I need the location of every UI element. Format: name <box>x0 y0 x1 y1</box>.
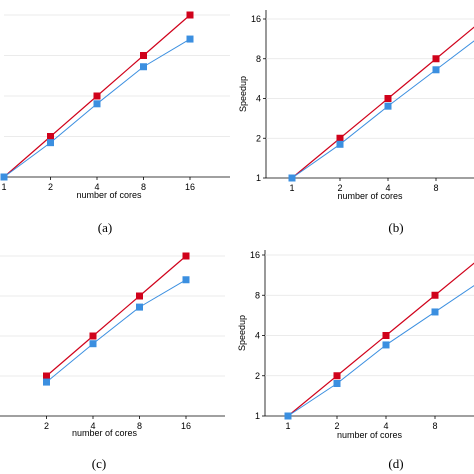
data-point-red <box>47 133 54 140</box>
data-point-red <box>336 134 344 142</box>
y-tick-label: 16 <box>251 14 261 24</box>
y-tick-label: 4 <box>256 94 261 104</box>
x-tick-label: 2 <box>337 183 342 193</box>
data-point-blue <box>43 378 50 386</box>
data-point-blue <box>93 100 101 108</box>
data-point-red <box>432 55 440 63</box>
x-tick-label: 1 <box>289 183 294 193</box>
y-axis-label: Speedup <box>237 315 247 351</box>
data-point-blue <box>140 63 147 71</box>
data-point-red <box>431 291 439 299</box>
x-axis-label: number of cores <box>72 428 138 438</box>
x-tick-label: 4 <box>94 182 99 192</box>
x-tick-label: 1 <box>285 421 290 431</box>
data-point-red <box>382 332 390 339</box>
y-axis-label: Speedup <box>238 76 248 112</box>
data-point-blue <box>182 276 190 284</box>
series-line-red <box>287 262 474 417</box>
series-line-blue <box>287 285 474 417</box>
x-tick-label: 4 <box>90 421 95 431</box>
y-tick-label: 2 <box>255 371 260 381</box>
y-tick-label: 8 <box>256 54 261 64</box>
x-tick-label: 16 <box>185 182 195 192</box>
chart-panel-a: 1 2 4 8 16 number of cores <box>0 11 230 200</box>
data-point-red <box>140 52 147 59</box>
series-line-blue <box>291 40 474 179</box>
data-point-blue <box>431 308 439 316</box>
data-point-blue <box>288 174 296 182</box>
data-point-blue <box>136 303 143 311</box>
x-tick-label: 8 <box>432 421 437 431</box>
data-point-red <box>333 372 341 380</box>
data-point-blue <box>89 340 97 348</box>
x-tick-label: 2 <box>48 182 53 192</box>
panel-label-d: (d) <box>388 456 403 471</box>
x-tick-label: 16 <box>181 421 191 431</box>
y-tick-label: 8 <box>255 290 260 300</box>
y-tick-label: 2 <box>256 133 261 143</box>
data-point-red <box>186 11 194 19</box>
y-tick-label: 16 <box>250 250 260 260</box>
x-axis-label: number of cores <box>337 191 403 201</box>
x-tick-label: 8 <box>433 183 438 193</box>
data-point-red <box>43 372 50 380</box>
data-point-blue <box>47 139 54 147</box>
series-line-red <box>291 26 474 179</box>
chart-panel-d: 1 2 4 8 16 1 2 4 8 number of cores Speedup <box>237 250 474 440</box>
data-point-blue <box>336 140 344 148</box>
data-point-red <box>136 292 143 300</box>
y-tick-label: 4 <box>255 331 260 341</box>
data-point-blue <box>0 173 8 181</box>
x-axis-label: number of cores <box>337 430 403 440</box>
y-tick-label: 1 <box>256 173 261 183</box>
data-point-red <box>93 92 101 100</box>
y-tick-label: 1 <box>255 411 260 421</box>
series-line-blue <box>3 38 191 178</box>
chart-panel-b: 1 2 4 8 16 1 2 4 8 number of cores Speedup <box>238 10 474 201</box>
data-point-red <box>182 252 190 260</box>
data-point-blue <box>284 412 292 420</box>
data-point-blue <box>186 35 194 43</box>
x-tick-label: 4 <box>383 421 388 431</box>
x-tick-label: 1 <box>1 182 6 192</box>
series-line-red <box>46 255 187 377</box>
data-point-blue <box>333 380 341 388</box>
x-axis-label: number of cores <box>76 190 142 200</box>
data-point-blue <box>432 66 440 74</box>
x-tick-label: 8 <box>141 182 146 192</box>
x-tick-label: 2 <box>334 421 339 431</box>
data-point-blue <box>384 102 392 110</box>
x-tick-label: 4 <box>385 183 390 193</box>
data-point-red <box>89 332 97 340</box>
chart-panel-c: 2 4 8 16 number of cores <box>0 252 225 438</box>
panel-label-a: (a) <box>98 220 112 235</box>
x-tick-label: 2 <box>44 421 49 431</box>
series-line-blue <box>46 279 187 383</box>
data-point-blue <box>382 341 390 349</box>
data-point-red <box>384 95 392 102</box>
panel-label-c: (c) <box>92 456 106 471</box>
panel-label-b: (b) <box>388 220 403 235</box>
x-tick-label: 8 <box>137 421 142 431</box>
